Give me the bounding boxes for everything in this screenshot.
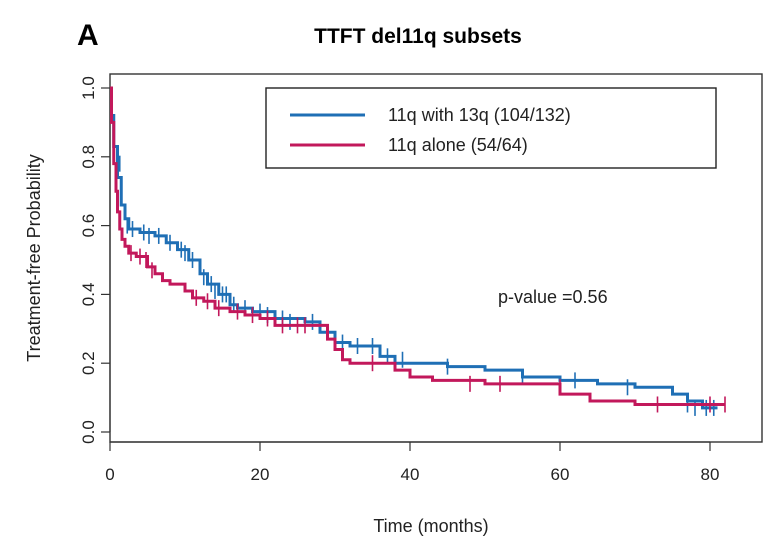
legend-label-series-1: 11q with 13q (104/132) — [388, 105, 571, 125]
x-axis-label: Time (months) — [373, 516, 488, 536]
y-axis-label: Treatment-free Probability — [24, 154, 44, 361]
y-tick-label: 1.0 — [79, 76, 98, 100]
axes: 0 20 40 60 80 0.0 0.2 0.4 0.6 0.8 1.0 — [79, 76, 719, 484]
series-layer — [110, 86, 726, 416]
legend-box — [265, 87, 717, 169]
y-tick-label: 0.2 — [79, 351, 98, 375]
x-tick-label: 20 — [251, 465, 270, 484]
y-tick-label: 0.6 — [79, 214, 98, 238]
p-value-annotation: p-value =0.56 — [498, 287, 608, 307]
x-tick-label: 40 — [401, 465, 420, 484]
legend-label-series-2: 11q alone (54/64) — [388, 135, 528, 155]
x-tick-label: 80 — [701, 465, 720, 484]
y-tick-label: 0.4 — [79, 283, 98, 307]
panel-label: A — [77, 19, 99, 52]
y-tick-label: 0.0 — [79, 420, 98, 444]
chart-title: TTFT del11q subsets — [314, 25, 522, 48]
y-tick-label: 0.8 — [79, 145, 98, 169]
km-curve-series-2 — [110, 86, 725, 406]
x-tick-label: 0 — [105, 465, 114, 484]
x-tick-label: 60 — [551, 465, 570, 484]
